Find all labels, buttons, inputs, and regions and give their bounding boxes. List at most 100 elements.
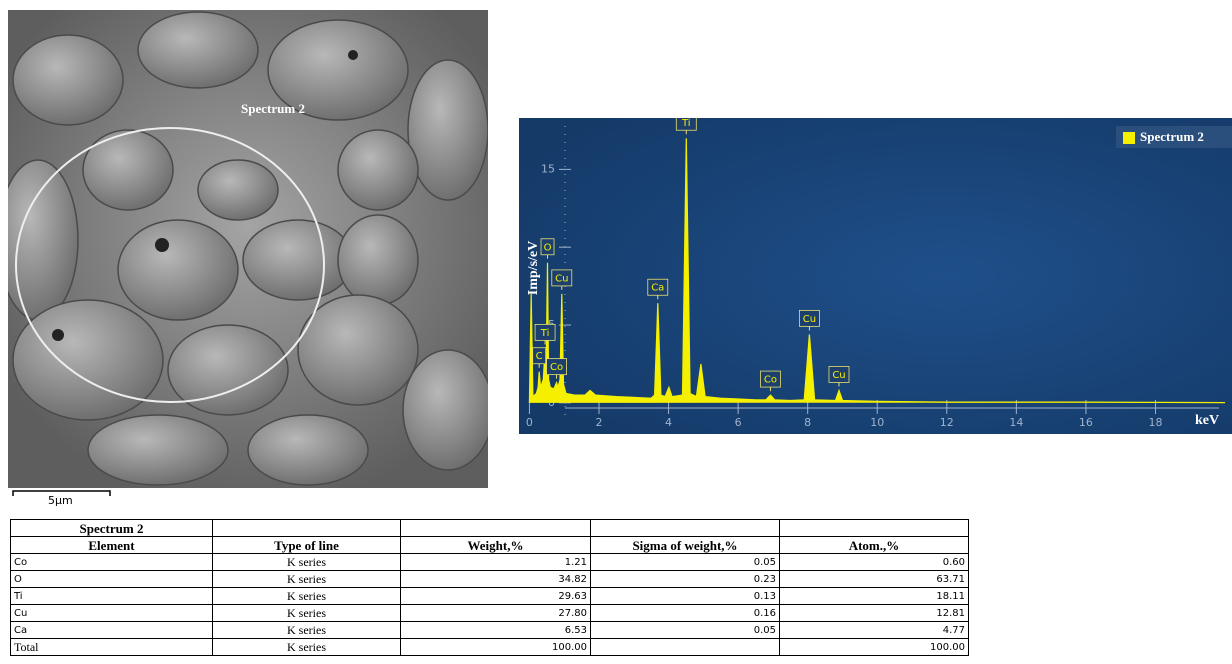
table-cell: 0.23 xyxy=(590,570,780,588)
table-cell: Weight,% xyxy=(400,536,591,554)
table-cell: 1.21 xyxy=(400,553,591,571)
x-tick-label: 18 xyxy=(1148,416,1162,429)
table-cell: Cu xyxy=(10,604,213,622)
table-cell: Type of line xyxy=(212,536,401,554)
table-cell: 0.16 xyxy=(590,604,780,622)
x-tick-label: 12 xyxy=(940,416,954,429)
spectrum xyxy=(528,138,1226,404)
x-tick-label: 16 xyxy=(1079,416,1093,429)
table-cell xyxy=(590,519,780,537)
sem-image: Spectrum 2 5μm xyxy=(8,10,488,507)
y-tick-label: 15 xyxy=(541,162,555,175)
peak-label: O xyxy=(540,238,555,259)
table-cell xyxy=(212,519,401,537)
legend-label: Spectrum 2 xyxy=(1140,129,1204,144)
x-tick-label: 14 xyxy=(1009,416,1023,429)
peak-text: Cu xyxy=(555,273,568,284)
table-cell: 29.63 xyxy=(400,587,591,605)
peak-text: Ti xyxy=(681,118,691,129)
table-cell xyxy=(779,519,969,537)
table-cell: O xyxy=(10,570,213,588)
x-tick-label: 4 xyxy=(665,416,672,429)
table-row: Element Type of line Weight,% Sigma of weig… xyxy=(10,536,969,554)
table-cell: K series xyxy=(212,604,401,622)
peak-box xyxy=(551,269,573,287)
table-cell: Spectrum 2 xyxy=(10,519,213,537)
results-table: Spectrum 2 Element Type of line Weight,% Sig… xyxy=(10,519,969,656)
table-cell: 0.60 xyxy=(779,553,969,571)
spectrum-chart: Imp/s/eV keV 051015024681012141618CTiOCo… xyxy=(519,118,1232,434)
peak-label: Co xyxy=(546,358,567,379)
grains xyxy=(8,11,488,486)
table-cell: 0.05 xyxy=(590,553,780,571)
peak-text: Co xyxy=(764,375,777,386)
table-cell: 34.82 xyxy=(400,570,591,588)
peak-text: O xyxy=(544,242,552,253)
table-cell xyxy=(590,638,780,656)
peak-box xyxy=(534,323,556,341)
scale-bar-label: 5μm xyxy=(48,494,73,507)
table-cell: Co xyxy=(10,553,213,571)
x-tick-label: 2 xyxy=(595,416,602,429)
legend-panel xyxy=(1116,126,1232,148)
table-cell: 6.53 xyxy=(400,621,591,639)
table-cell: K series xyxy=(212,570,401,588)
table-cell: K series xyxy=(212,621,401,639)
table-row: Co K series 1.21 0.05 0.60 xyxy=(10,553,969,571)
y-axis-label: Imp/s/eV xyxy=(526,241,541,295)
peak-label: Cu xyxy=(799,309,820,331)
table-cell: Sigma of weight,% xyxy=(590,536,780,554)
peak-box xyxy=(647,278,669,296)
peak-text: Ti xyxy=(540,328,550,339)
table-cell: K series xyxy=(212,553,401,571)
table-row: Spectrum 2 xyxy=(10,519,969,537)
peak-box xyxy=(675,118,697,131)
peak-box xyxy=(532,347,547,365)
table-cell: 18.11 xyxy=(779,587,969,605)
table-cell: 100.00 xyxy=(400,638,591,656)
x-tick-label: 8 xyxy=(804,416,811,429)
table-row: Total K series 100.00 100.00 xyxy=(10,638,969,656)
table-cell: 4.77 xyxy=(779,621,969,639)
table-cell xyxy=(400,519,591,537)
table-cell: 0.05 xyxy=(590,621,780,639)
peak-label: C xyxy=(532,347,547,368)
peak-label: Ti xyxy=(675,118,697,135)
spectrum-circle xyxy=(15,127,325,403)
x-tick-label: 10 xyxy=(870,416,884,429)
plot-background xyxy=(519,118,1232,434)
peak-text: Co xyxy=(550,362,563,373)
table-cell: K series xyxy=(212,638,401,656)
scale-bar xyxy=(12,490,111,496)
table-cell: 100.00 xyxy=(779,638,969,656)
peak-label: Ti xyxy=(534,323,556,345)
peak-box xyxy=(828,366,850,383)
peak-box xyxy=(546,358,567,376)
table-row: Cu K series 27.80 0.16 12.81 xyxy=(10,604,969,622)
peak-box xyxy=(799,309,820,327)
peak-text: Cu xyxy=(803,314,816,325)
peak-label: Cu xyxy=(551,269,573,290)
table-cell: Total xyxy=(10,638,213,656)
peak-text: Ca xyxy=(651,283,664,294)
peak-label: Co xyxy=(760,370,781,392)
peak-text: Cu xyxy=(832,370,845,381)
table-cell: Ti xyxy=(10,587,213,605)
x-tick-label: 6 xyxy=(735,416,742,429)
peak-label: Cu xyxy=(828,366,850,387)
table-cell: Element xyxy=(10,536,213,554)
peak-box xyxy=(760,370,781,388)
table-cell: K series xyxy=(212,587,401,605)
x-axis-label: keV xyxy=(1195,413,1219,428)
table-cell: Atom.,% xyxy=(779,536,969,554)
legend-swatch xyxy=(1123,132,1135,144)
peak-label: Ca xyxy=(647,278,669,300)
spectrum-label: Spectrum 2 xyxy=(241,101,305,116)
table-cell: 12.81 xyxy=(779,604,969,622)
table-row: Ca K series 6.53 0.05 4.77 xyxy=(10,621,969,639)
table-cell: Ca xyxy=(10,621,213,639)
table-row: Ti K series 29.63 0.13 18.11 xyxy=(10,587,969,605)
table-cell: 0.13 xyxy=(590,587,780,605)
